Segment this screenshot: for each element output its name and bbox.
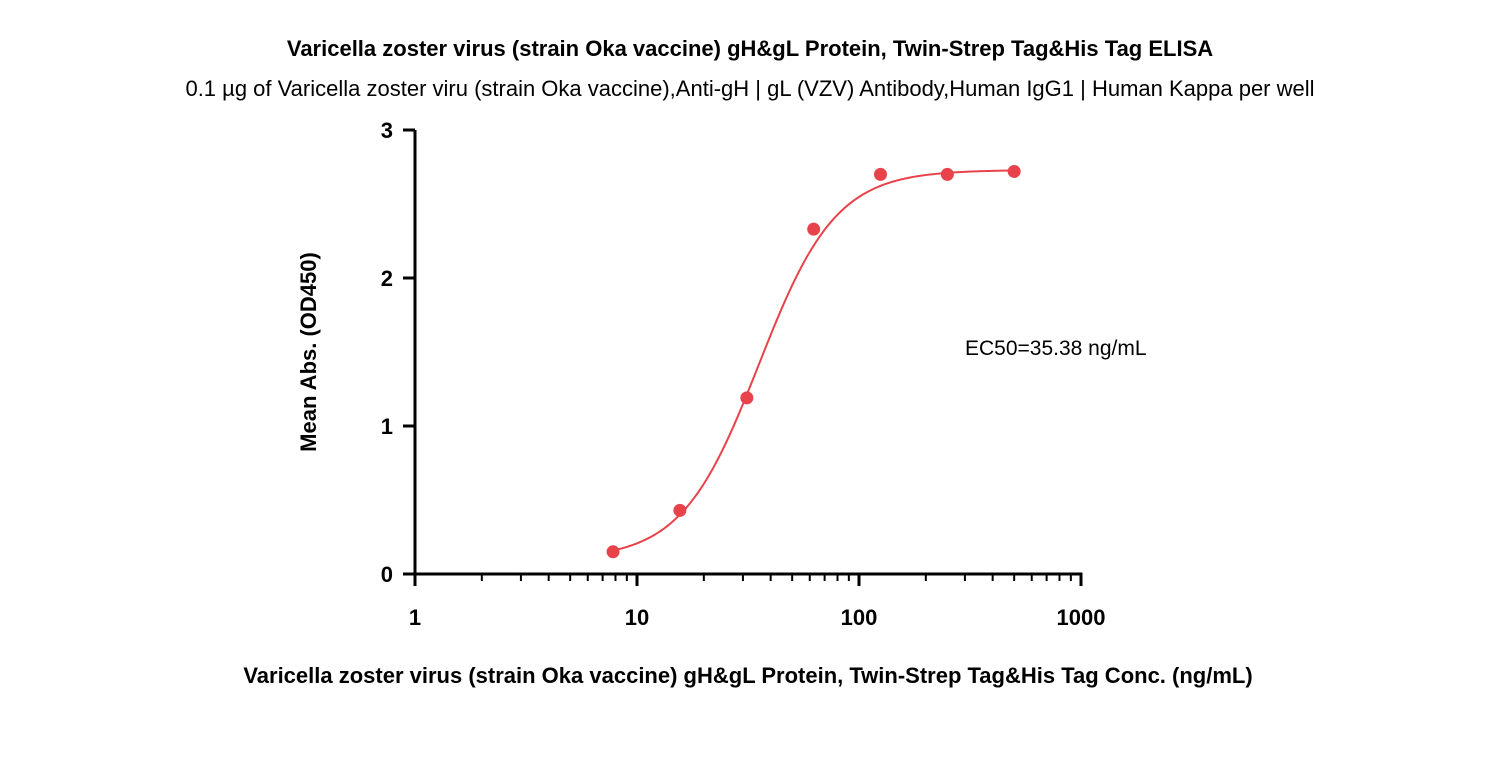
x-tick-label: 100	[841, 605, 878, 630]
y-tick-label: 1	[381, 414, 393, 439]
x-axis-label: Varicella zoster virus (strain Oka vacci…	[243, 663, 1252, 688]
x-tick-label: 10	[625, 605, 649, 630]
data-point	[1007, 164, 1021, 178]
y-axis-label: Mean Abs. (OD450)	[296, 252, 321, 452]
chart-subtitle: 0.1 µg of Varicella zoster viru (strain …	[185, 76, 1314, 101]
y-tick-label: 0	[381, 562, 393, 587]
y-tick-label: 3	[381, 118, 393, 143]
x-tick-label: 1	[409, 605, 421, 630]
chart-title: Varicella zoster virus (strain Oka vacci…	[287, 36, 1213, 61]
data-point	[673, 503, 687, 517]
x-tick-label: 1000	[1057, 605, 1106, 630]
data-point	[740, 391, 754, 405]
data-point	[874, 167, 888, 181]
data-point	[807, 222, 821, 236]
data-point	[606, 545, 620, 559]
annotation-ec50: EC50=35.38 ng/mL	[965, 337, 1147, 360]
y-tick-label: 2	[381, 266, 393, 291]
data-point	[940, 167, 954, 181]
